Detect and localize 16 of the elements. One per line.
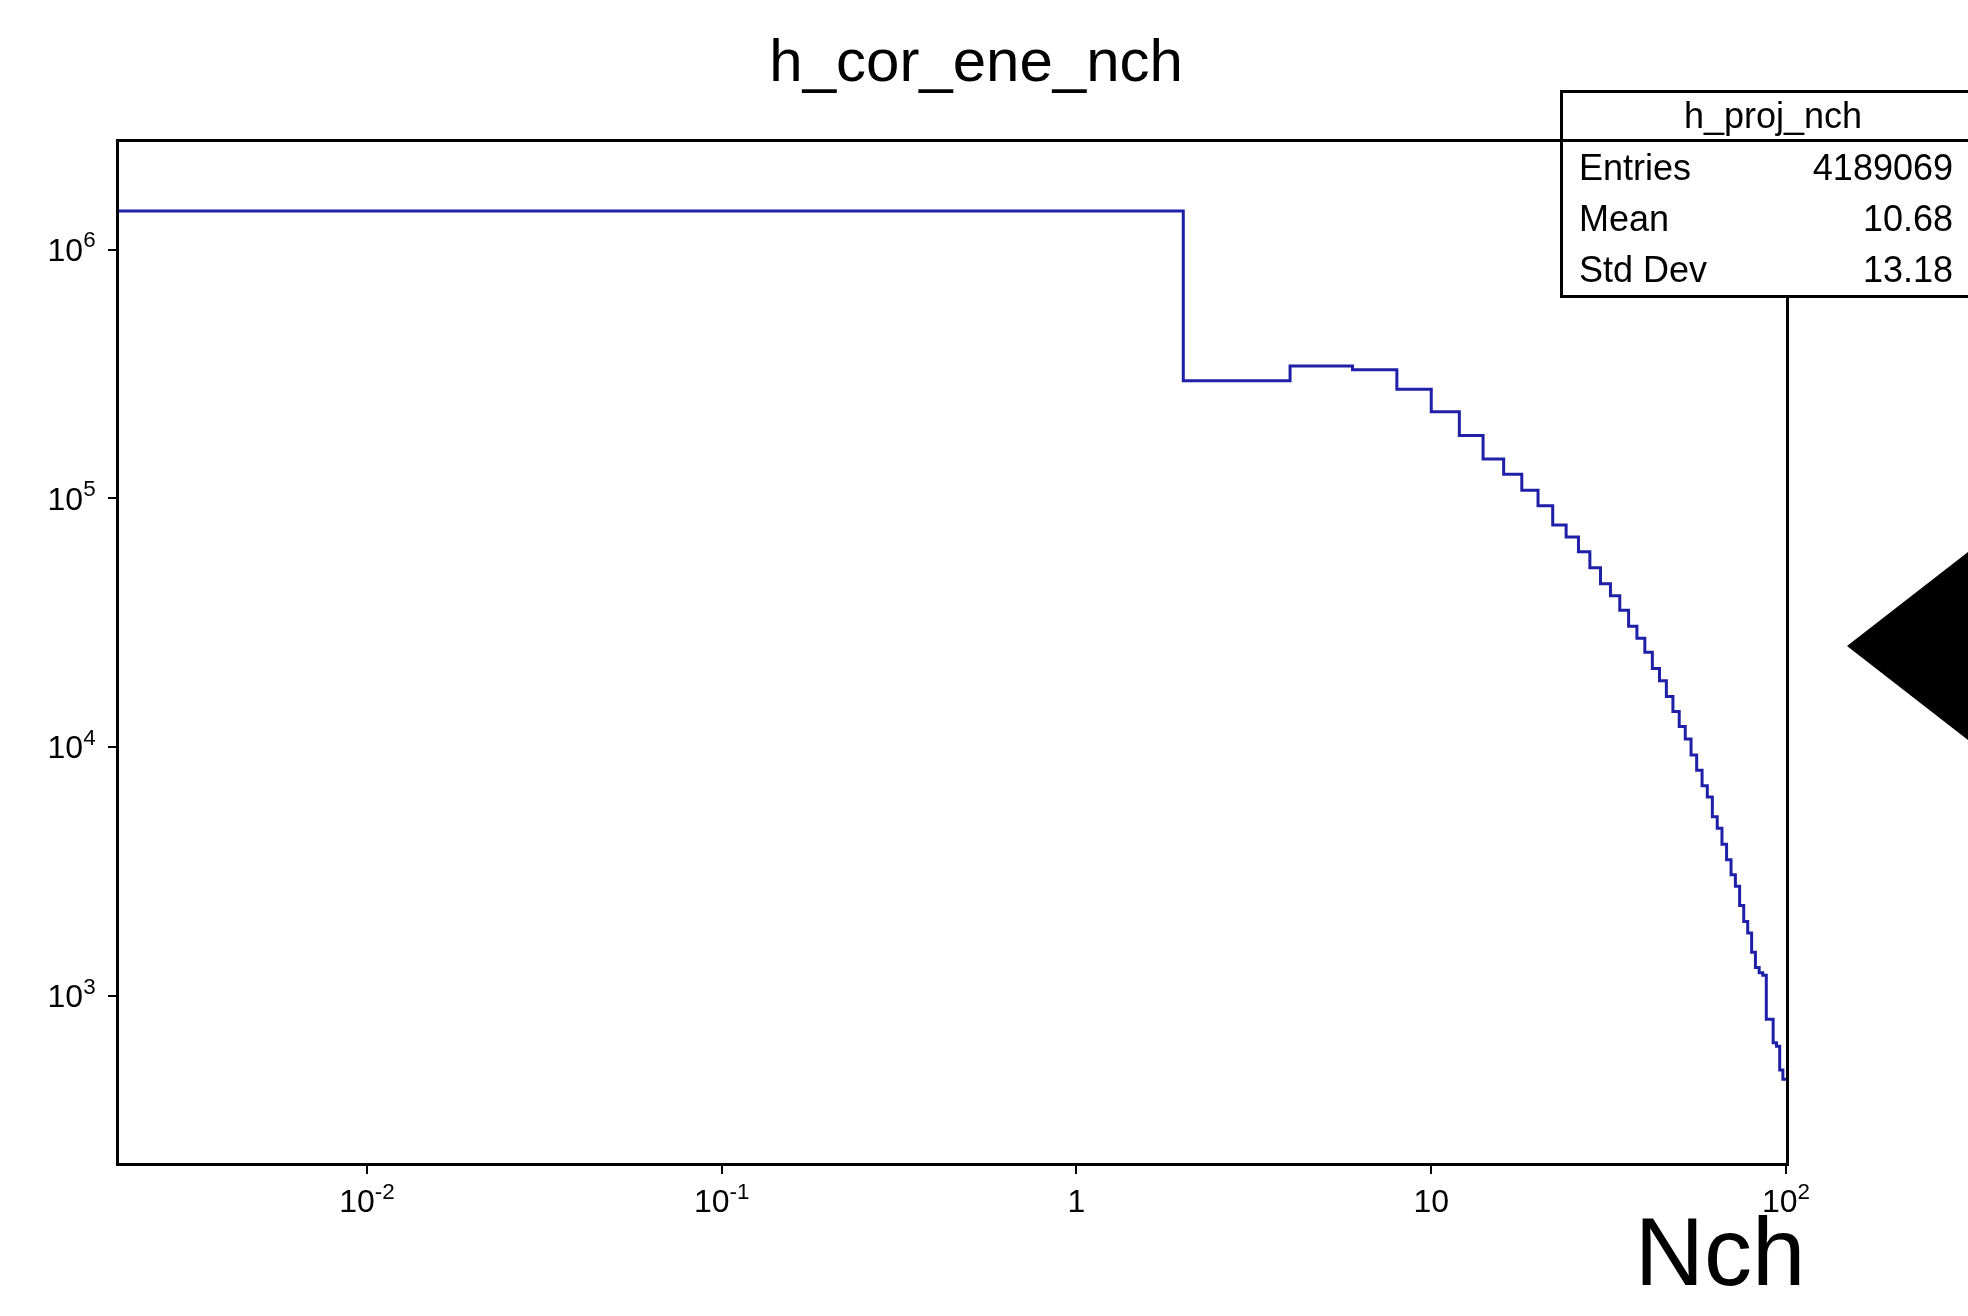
y-tick-label: 10$^{4}$ <box>47 724 96 766</box>
text: 4189069 <box>1812 146 1953 190</box>
text: h_proj_nch <box>1563 93 1968 142</box>
text: 10.68 <box>1862 197 1953 241</box>
annotation: Mean <box>1579 197 1670 241</box>
chart-title: h_cor_ene_nch <box>769 27 1183 95</box>
x-tick-label: 10$^{-2}$ <box>339 1178 395 1220</box>
y-tick-label: 10$^{6}$ <box>47 227 96 268</box>
annotation: Entries <box>1579 146 1692 190</box>
y-tick-label: 10$^{3}$ <box>47 973 96 1015</box>
x-tick-label: 10$^{-1}$ <box>693 1178 750 1220</box>
annotation: Std Dev <box>1579 248 1708 292</box>
y-tick-label: 10$^{5}$ <box>47 476 96 517</box>
text: 13.18 <box>1862 248 1953 292</box>
x-tick-label: 10 <box>1413 1183 1450 1220</box>
x-tick-label: 1 <box>1067 1183 1086 1220</box>
